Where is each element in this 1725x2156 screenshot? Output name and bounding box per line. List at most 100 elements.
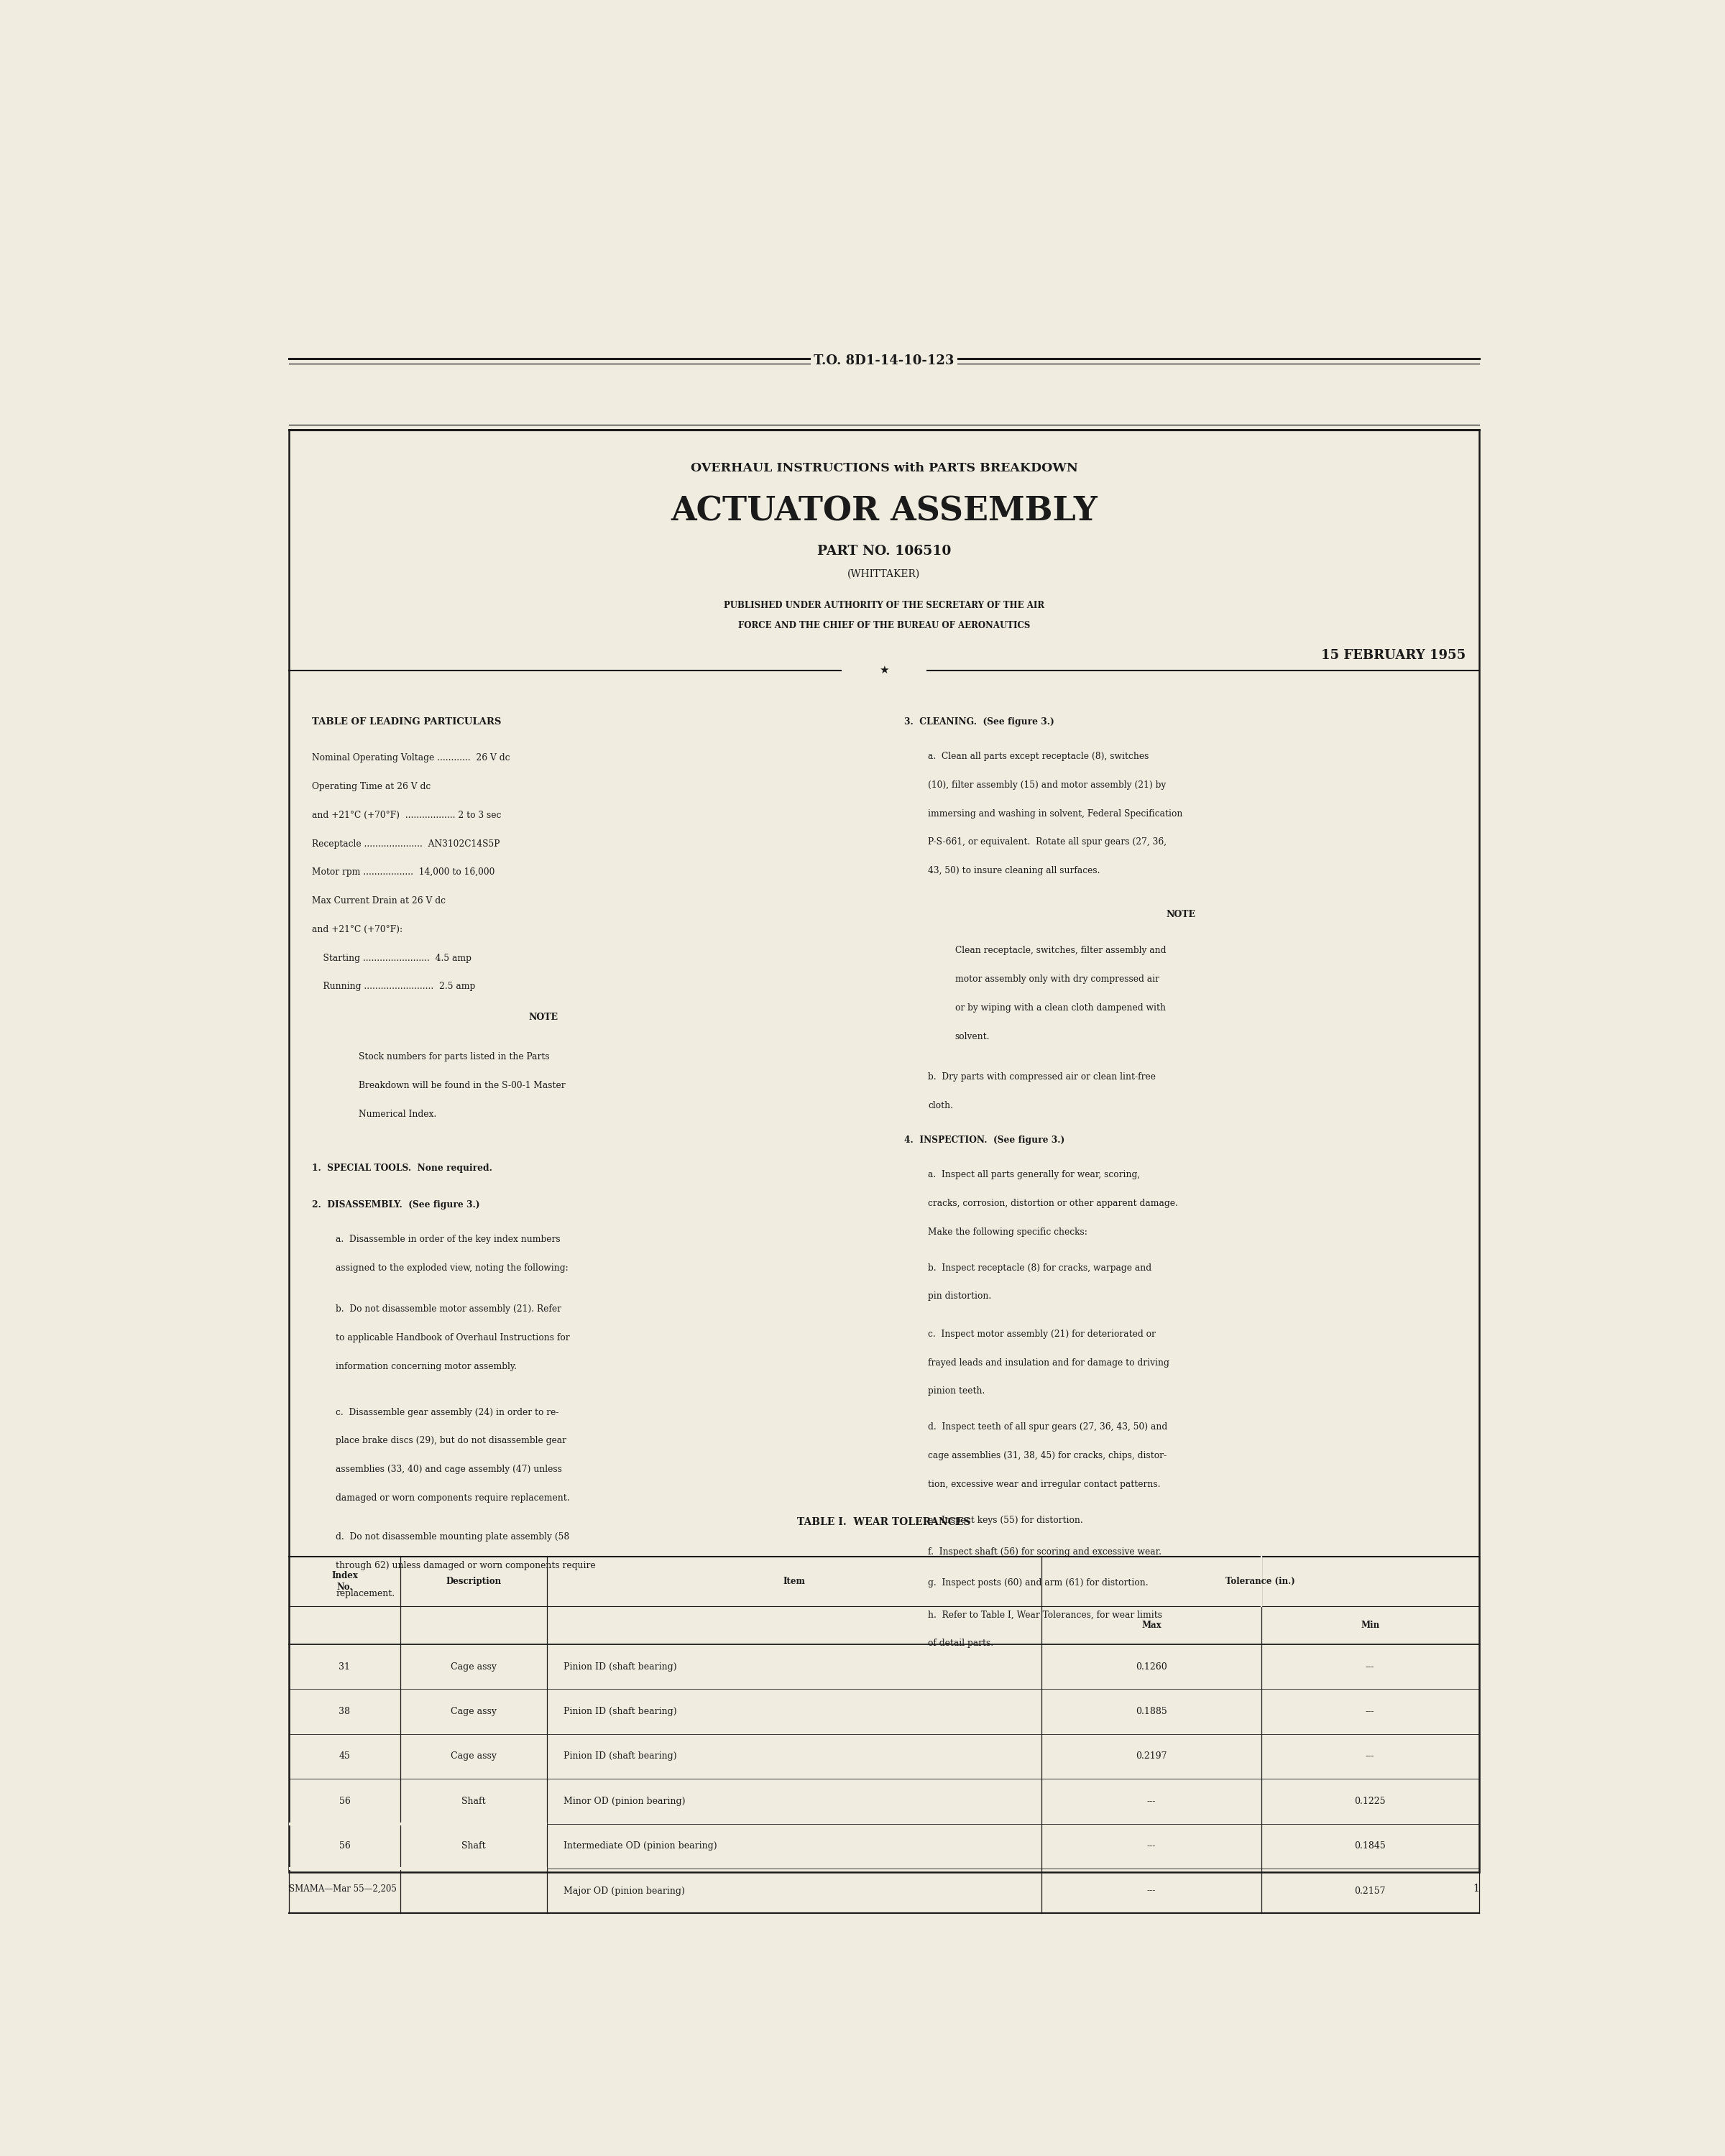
Text: cracks, corrosion, distortion or other apparent damage.: cracks, corrosion, distortion or other a…: [928, 1199, 1178, 1207]
Text: 43, 50) to insure cleaning all surfaces.: 43, 50) to insure cleaning all surfaces.: [928, 867, 1101, 875]
Text: pin distortion.: pin distortion.: [928, 1291, 992, 1300]
Text: Starting ........................  4.5 amp: Starting ........................ 4.5 am…: [312, 953, 471, 964]
Text: Nominal Operating Voltage ............  26 V dc: Nominal Operating Voltage ............ 2…: [312, 752, 511, 763]
Text: a.  Disassemble in order of the key index numbers: a. Disassemble in order of the key index…: [336, 1235, 561, 1244]
Text: Max: Max: [1142, 1621, 1161, 1630]
Text: Running .........................  2.5 amp: Running ......................... 2.5 am…: [312, 981, 474, 992]
Text: Tolerance (in.): Tolerance (in.): [1226, 1576, 1295, 1587]
Text: information concerning motor assembly.: information concerning motor assembly.: [336, 1363, 518, 1371]
Text: Receptacle .....................  AN3102C14S5P: Receptacle ..................... AN3102C…: [312, 839, 500, 849]
Text: 45: 45: [338, 1751, 350, 1761]
Text: pinion teeth.: pinion teeth.: [928, 1386, 985, 1395]
Text: 56: 56: [338, 1796, 350, 1807]
Text: FORCE AND THE CHIEF OF THE BUREAU OF AERONAUTICS: FORCE AND THE CHIEF OF THE BUREAU OF AER…: [738, 621, 1030, 630]
Text: assemblies (33, 40) and cage assembly (47) unless: assemblies (33, 40) and cage assembly (4…: [336, 1464, 562, 1475]
Text: immersing and washing in solvent, Federal Specification: immersing and washing in solvent, Federa…: [928, 808, 1183, 819]
Text: g.  Inspect posts (60) and arm (61) for distortion.: g. Inspect posts (60) and arm (61) for d…: [928, 1578, 1149, 1587]
Text: 2.  DISASSEMBLY.  (See figure 3.): 2. DISASSEMBLY. (See figure 3.): [312, 1201, 480, 1210]
Text: a.  Clean all parts except receptacle (8), switches: a. Clean all parts except receptacle (8)…: [928, 752, 1149, 761]
Text: PUBLISHED UNDER AUTHORITY OF THE SECRETARY OF THE AIR: PUBLISHED UNDER AUTHORITY OF THE SECRETA…: [724, 602, 1044, 610]
Text: Cage assy: Cage assy: [450, 1662, 497, 1671]
Text: Cage assy: Cage assy: [450, 1708, 497, 1716]
Text: Shaft: Shaft: [462, 1841, 486, 1850]
Text: 0.1260: 0.1260: [1135, 1662, 1168, 1671]
Text: 15 FEBRUARY 1955: 15 FEBRUARY 1955: [1321, 649, 1466, 662]
Text: 3.  CLEANING.  (See figure 3.): 3. CLEANING. (See figure 3.): [904, 718, 1054, 727]
Text: b.  Dry parts with compressed air or clean lint-free: b. Dry parts with compressed air or clea…: [928, 1072, 1156, 1082]
Text: (10), filter assembly (15) and motor assembly (21) by: (10), filter assembly (15) and motor ass…: [928, 780, 1166, 789]
Text: Cage assy: Cage assy: [450, 1751, 497, 1761]
Text: Pinion ID (shaft bearing): Pinion ID (shaft bearing): [562, 1708, 676, 1716]
Text: Stock numbers for parts listed in the Parts: Stock numbers for parts listed in the Pa…: [359, 1052, 550, 1061]
Text: solvent.: solvent.: [956, 1033, 990, 1041]
Text: motor assembly only with dry compressed air: motor assembly only with dry compressed …: [956, 975, 1159, 983]
Text: 56: 56: [338, 1841, 350, 1850]
Text: Pinion ID (shaft bearing): Pinion ID (shaft bearing): [562, 1751, 676, 1761]
Text: Description: Description: [447, 1576, 502, 1587]
Text: h.  Refer to Table I, Wear Tolerances, for wear limits: h. Refer to Table I, Wear Tolerances, fo…: [928, 1611, 1163, 1619]
Text: NOTE: NOTE: [1166, 910, 1195, 918]
Text: Intermediate OD (pinion bearing): Intermediate OD (pinion bearing): [562, 1841, 718, 1850]
Text: 31: 31: [338, 1662, 350, 1671]
Text: place brake discs (29), but do not disassemble gear: place brake discs (29), but do not disas…: [336, 1436, 566, 1445]
Text: Pinion ID (shaft bearing): Pinion ID (shaft bearing): [562, 1662, 676, 1671]
Text: 0.1845: 0.1845: [1354, 1841, 1385, 1850]
Text: through 62) unless damaged or worn components require: through 62) unless damaged or worn compo…: [336, 1561, 595, 1570]
Text: and +21°C (+70°F)  .................. 2 to 3 sec: and +21°C (+70°F) .................. 2 t…: [312, 811, 502, 819]
Text: Major OD (pinion bearing): Major OD (pinion bearing): [562, 1886, 685, 1895]
Text: PART NO. 106510: PART NO. 106510: [818, 545, 950, 558]
Text: Make the following specific checks:: Make the following specific checks:: [928, 1227, 1088, 1238]
Text: 4.  INSPECTION.  (See figure 3.): 4. INSPECTION. (See figure 3.): [904, 1136, 1064, 1145]
Text: frayed leads and insulation and for damage to driving: frayed leads and insulation and for dama…: [928, 1358, 1170, 1367]
Text: cloth.: cloth.: [928, 1102, 954, 1110]
Text: b.  Do not disassemble motor assembly (21). Refer: b. Do not disassemble motor assembly (21…: [336, 1304, 562, 1313]
Text: (WHITTAKER): (WHITTAKER): [847, 569, 921, 580]
Text: Motor rpm ..................  14,000 to 16,000: Motor rpm .................. 14,000 to 1…: [312, 867, 495, 877]
Text: b.  Inspect receptacle (8) for cracks, warpage and: b. Inspect receptacle (8) for cracks, wa…: [928, 1263, 1152, 1272]
Text: Clean receptacle, switches, filter assembly and: Clean receptacle, switches, filter assem…: [956, 946, 1166, 955]
Text: Minor OD (pinion bearing): Minor OD (pinion bearing): [562, 1796, 685, 1807]
Text: P-S-661, or equivalent.  Rotate all spur gears (27, 36,: P-S-661, or equivalent. Rotate all spur …: [928, 837, 1166, 847]
Text: Operating Time at 26 V dc: Operating Time at 26 V dc: [312, 783, 431, 791]
Text: ---: ---: [1366, 1708, 1375, 1716]
Text: ---: ---: [1366, 1751, 1375, 1761]
Text: and +21°C (+70°F):: and +21°C (+70°F):: [312, 925, 402, 934]
Text: d.  Inspect teeth of all spur gears (27, 36, 43, 50) and: d. Inspect teeth of all spur gears (27, …: [928, 1423, 1168, 1432]
Text: TABLE OF LEADING PARTICULARS: TABLE OF LEADING PARTICULARS: [312, 718, 502, 727]
Text: Item: Item: [783, 1576, 806, 1587]
Text: 1.  SPECIAL TOOLS.  None required.: 1. SPECIAL TOOLS. None required.: [312, 1164, 492, 1173]
Text: ---: ---: [1147, 1796, 1156, 1807]
Text: NOTE: NOTE: [528, 1013, 557, 1022]
Text: replacement.: replacement.: [336, 1589, 395, 1598]
Text: Breakdown will be found in the S-00-1 Master: Breakdown will be found in the S-00-1 Ma…: [359, 1080, 566, 1091]
Text: d.  Do not disassemble mounting plate assembly (58: d. Do not disassemble mounting plate ass…: [336, 1533, 569, 1542]
Text: ★: ★: [880, 664, 888, 675]
Text: ACTUATOR ASSEMBLY: ACTUATOR ASSEMBLY: [671, 494, 1097, 528]
Text: e.  Inspect keys (55) for distortion.: e. Inspect keys (55) for distortion.: [928, 1516, 1083, 1524]
Bar: [290, 429, 1478, 1871]
Text: Index
No.: Index No.: [331, 1572, 357, 1591]
Text: SMAMA—Mar 55—2,205: SMAMA—Mar 55—2,205: [290, 1884, 397, 1893]
Text: assigned to the exploded view, noting the following:: assigned to the exploded view, noting th…: [336, 1263, 569, 1272]
Text: f.  Inspect shaft (56) for scoring and excessive wear.: f. Inspect shaft (56) for scoring and ex…: [928, 1548, 1161, 1557]
Text: of detail parts.: of detail parts.: [928, 1639, 994, 1647]
Text: tion, excessive wear and irregular contact patterns.: tion, excessive wear and irregular conta…: [928, 1479, 1161, 1490]
Text: c.  Disassemble gear assembly (24) in order to re-: c. Disassemble gear assembly (24) in ord…: [336, 1408, 559, 1416]
Text: cage assemblies (31, 38, 45) for cracks, chips, distor-: cage assemblies (31, 38, 45) for cracks,…: [928, 1451, 1166, 1460]
Text: TABLE I.  WEAR TOLERANCES: TABLE I. WEAR TOLERANCES: [797, 1518, 971, 1526]
Text: 0.2197: 0.2197: [1135, 1751, 1168, 1761]
Text: OVERHAUL INSTRUCTIONS with PARTS BREAKDOWN: OVERHAUL INSTRUCTIONS with PARTS BREAKDO…: [690, 461, 1078, 474]
Text: Max Current Drain at 26 V dc: Max Current Drain at 26 V dc: [312, 897, 445, 906]
Text: 38: 38: [338, 1708, 350, 1716]
Text: ---: ---: [1147, 1886, 1156, 1895]
Text: Shaft: Shaft: [462, 1796, 486, 1807]
Text: 1: 1: [1473, 1884, 1478, 1893]
Text: to applicable Handbook of Overhaul Instructions for: to applicable Handbook of Overhaul Instr…: [336, 1332, 569, 1343]
Text: 0.1885: 0.1885: [1135, 1708, 1168, 1716]
Text: 0.1225: 0.1225: [1354, 1796, 1385, 1807]
Text: c.  Inspect motor assembly (21) for deteriorated or: c. Inspect motor assembly (21) for deter…: [928, 1330, 1156, 1339]
Text: or by wiping with a clean cloth dampened with: or by wiping with a clean cloth dampened…: [956, 1003, 1166, 1013]
Text: ---: ---: [1366, 1662, 1375, 1671]
Text: T.O. 8D1-14-10-123: T.O. 8D1-14-10-123: [814, 354, 954, 367]
Text: Numerical Index.: Numerical Index.: [359, 1110, 436, 1119]
